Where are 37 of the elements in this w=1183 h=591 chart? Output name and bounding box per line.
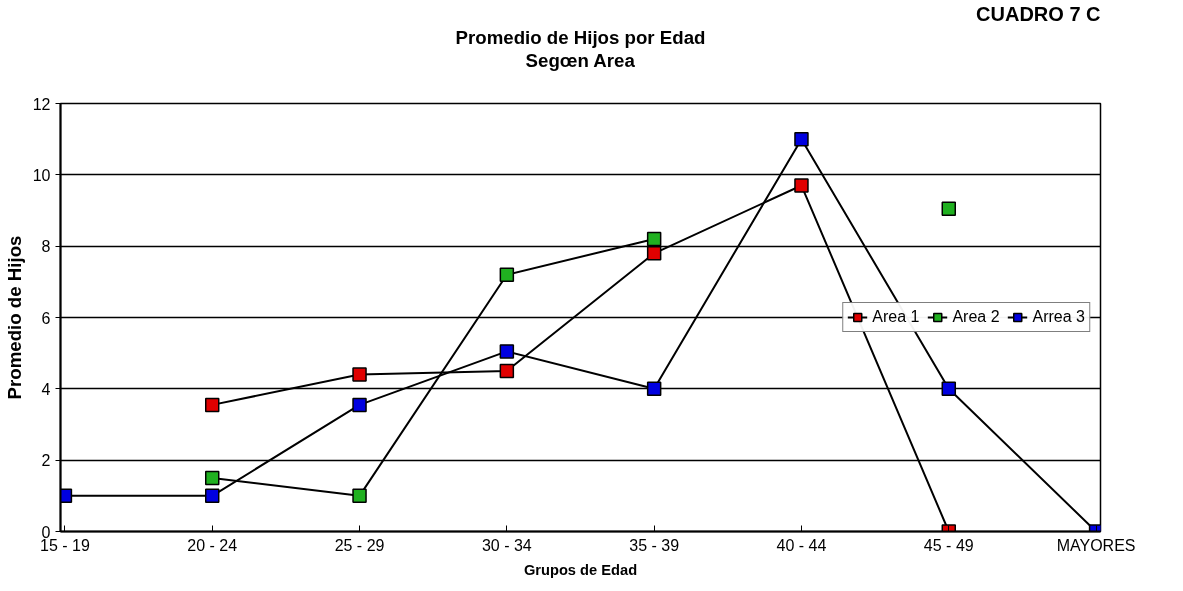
point — [204, 488, 220, 504]
x-tick-label: 45 - 49 — [923, 536, 974, 554]
x-tick-label: 20 - 24 — [187, 536, 238, 554]
x-tick-label: 25 - 29 — [334, 536, 385, 554]
x-tick-label: MAYORES — [1056, 536, 1136, 554]
legend-label: Arrea 3 — [1032, 308, 1085, 326]
point — [499, 344, 515, 359]
point — [646, 246, 662, 261]
chart-subtitle: Segœn Area — [525, 49, 636, 71]
legend-label: Area 2 — [952, 308, 1000, 326]
y-tick-label: 8 — [41, 238, 51, 256]
point — [352, 397, 367, 413]
point — [204, 470, 220, 486]
text: CUADRO 7 C — [976, 2, 1101, 25]
y-tick-label: 10 — [32, 166, 51, 184]
y-tick-label: 4 — [41, 380, 51, 398]
x-axis-title: Grupos de Edad — [523, 561, 638, 578]
point — [499, 267, 515, 282]
y-tick-label: 6 — [41, 309, 51, 327]
x-tick-label: 30 - 34 — [481, 536, 532, 554]
point — [646, 381, 662, 397]
point — [204, 397, 220, 413]
y-axis-title: Promedio de Hijos — [3, 235, 25, 400]
point — [499, 363, 515, 379]
x-tick-label: 40 - 44 — [776, 536, 827, 554]
point — [794, 131, 809, 147]
legend-label: Area 1 — [872, 308, 920, 326]
chart-title: Promedio de Hijos por Edad — [455, 26, 706, 48]
point — [352, 367, 367, 382]
point — [646, 231, 662, 247]
point — [941, 201, 957, 216]
point — [941, 381, 957, 397]
y-tick-label: 12 — [32, 95, 51, 113]
x-tick-label: 35 - 39 — [629, 536, 680, 554]
point — [352, 488, 367, 504]
point — [794, 178, 809, 193]
y-tick-label: 2 — [41, 452, 51, 470]
